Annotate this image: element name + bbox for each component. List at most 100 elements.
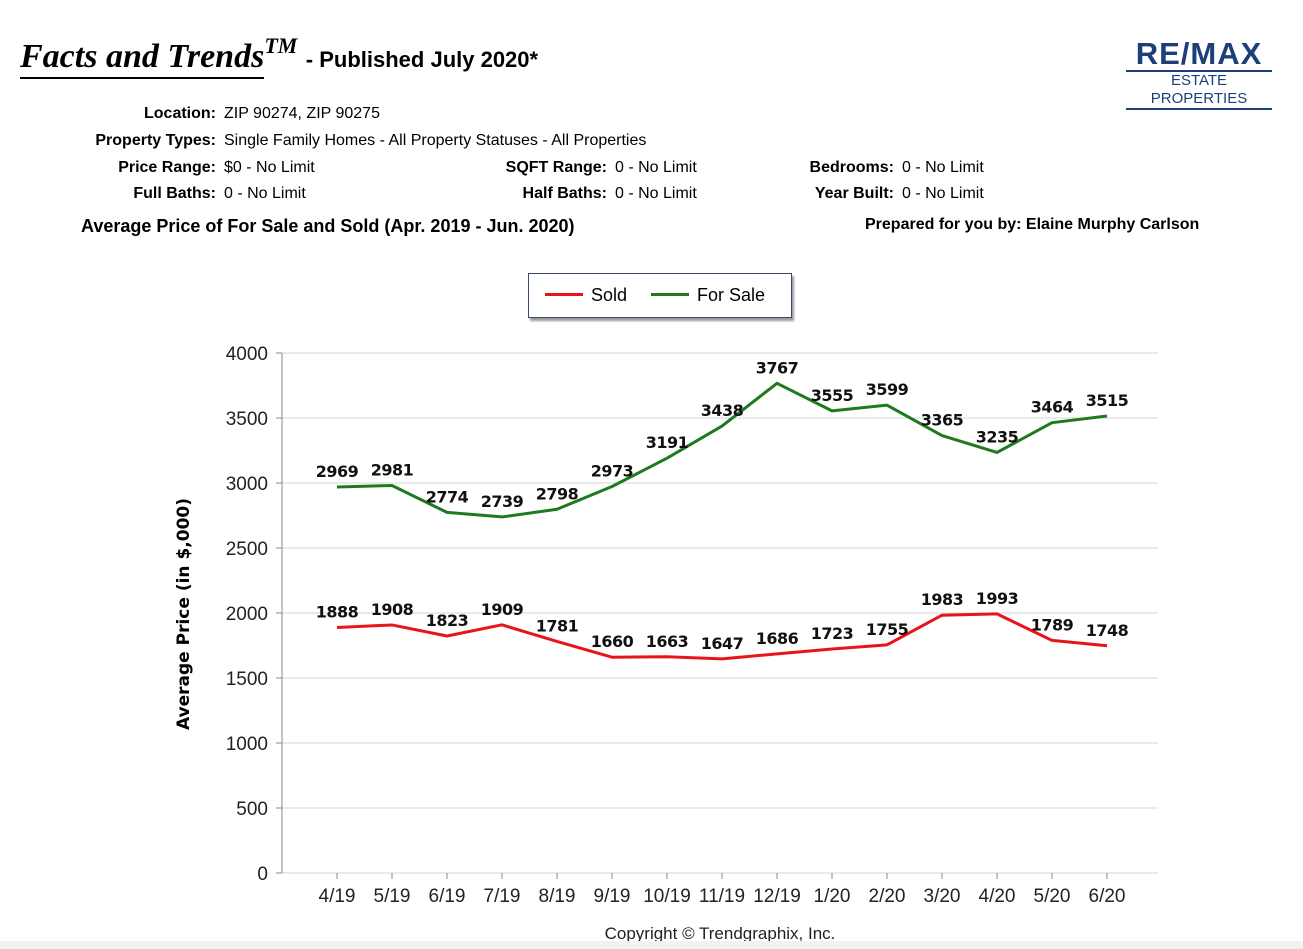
x-tick-label: 4/20 (979, 886, 1016, 907)
criteria-bedrooms: Bedrooms: 0 - No Limit (700, 159, 984, 177)
data-label: 3555 (811, 386, 854, 405)
x-tick-label: 5/20 (1034, 886, 1071, 907)
x-tick-label: 1/20 (814, 886, 851, 907)
year-built-value: 0 - No Limit (902, 185, 984, 202)
series-line-sold (336, 612, 1108, 661)
x-tick-label: 11/19 (699, 886, 745, 907)
logo-office: ESTATE PROPERTIES (1126, 70, 1272, 110)
data-label: 2798 (536, 484, 579, 503)
y-tick-label: 1500 (226, 669, 268, 690)
y-tick-label: 4000 (226, 344, 268, 365)
data-label-layer: 1888 1908 1823 1909 1781 1660 1663 1647 1686 1723… (316, 358, 1129, 653)
x-tick-label: 12/19 (753, 886, 801, 907)
half-baths-label: Half Baths: (522, 185, 607, 202)
price-range-value: $0 - No Limit (224, 159, 315, 176)
data-label: 3599 (866, 380, 909, 399)
sqft-range-label: SQFT Range: (505, 159, 607, 176)
y-tick-label: 2000 (226, 604, 268, 625)
x-tick-label: 4/19 (319, 886, 356, 907)
page-bottom-edge (0, 941, 1303, 949)
data-label: 3767 (756, 358, 799, 377)
x-tick-label: 5/19 (374, 886, 411, 907)
data-label: 1755 (866, 620, 909, 639)
legend-swatch-for-sale (651, 292, 689, 296)
property-types-label: Property Types: (95, 132, 216, 149)
criteria-half-baths: Half Baths: 0 - No Limit (400, 185, 697, 203)
property-types-value: Single Family Homes - All Property Statu… (224, 132, 647, 149)
axis-layer: 0 500 1000 1500 2000 2500 3000 3500 4000 4/19 5/19… (226, 344, 1126, 907)
logo-brand: RE/MAX (1135, 36, 1263, 71)
criteria-property-types: Property Types: Single Family Homes - All… (4, 132, 646, 150)
x-tick-label: 7/19 (484, 886, 521, 907)
criteria-year-built: Year Built: 0 - No Limit (700, 185, 984, 203)
y-tick-label: 3500 (226, 409, 268, 430)
data-label: 3191 (646, 433, 689, 452)
y-tick-label: 2500 (226, 539, 268, 560)
x-tick-label: 8/19 (539, 886, 576, 907)
data-label: 1748 (1086, 621, 1129, 640)
data-label: 1908 (371, 600, 414, 619)
x-tick-label: 10/19 (643, 886, 691, 907)
data-label: 1723 (811, 624, 854, 643)
year-built-label: Year Built: (814, 185, 894, 202)
data-label: 1660 (591, 632, 634, 651)
x-tick-label: 6/20 (1089, 886, 1126, 907)
criteria-full-baths: Full Baths: 0 - No Limit (4, 185, 306, 203)
y-tick-label: 1000 (226, 734, 268, 755)
data-label: 1789 (1031, 615, 1074, 634)
title-main: Facts and Trends (20, 38, 265, 79)
data-label: 1983 (921, 590, 964, 609)
legend-item-sold: Sold (545, 285, 627, 306)
criteria-price-range: Price Range: $0 - No Limit (4, 159, 315, 177)
copyright-footer: Copyright © Trendgraphix, Inc. (605, 924, 836, 943)
x-tick-label: 9/19 (594, 886, 631, 907)
data-label: 2981 (371, 460, 414, 479)
prepared-by: Prepared for you by: Elaine Murphy Carls… (865, 216, 1200, 233)
data-label: 3438 (701, 401, 744, 420)
y-tick-label: 0 (257, 864, 268, 885)
data-label: 1993 (976, 589, 1019, 608)
legend-item-for-sale: For Sale (651, 285, 765, 306)
data-label: 3365 (921, 411, 964, 430)
data-label: 1647 (701, 634, 744, 653)
sqft-range-value: 0 - No Limit (615, 159, 697, 176)
y-tick-label: 500 (236, 799, 268, 820)
data-label: 1909 (481, 600, 524, 619)
full-baths-value: 0 - No Limit (224, 185, 306, 202)
x-tick-label: 6/19 (429, 886, 466, 907)
data-label: 2973 (591, 462, 634, 481)
legend-label-sold: Sold (591, 285, 628, 305)
data-label: 2739 (481, 492, 524, 511)
data-label: 2774 (426, 487, 469, 506)
series-layer (336, 381, 1108, 661)
data-label: 3515 (1086, 391, 1129, 410)
data-label: 1663 (646, 632, 689, 651)
location-label: Location: (144, 105, 216, 122)
grid-layer (282, 352, 1158, 874)
criteria-location: Location: ZIP 90274, ZIP 90275 (4, 105, 380, 123)
data-label: 3235 (976, 427, 1019, 446)
criteria-sqft-range: SQFT Range: 0 - No Limit (400, 159, 697, 177)
x-tick-label: 3/20 (924, 886, 961, 907)
price-range-label: Price Range: (118, 159, 216, 176)
report-title: Facts and TrendsTM - Published July 2020… (20, 33, 539, 79)
data-label: 2969 (316, 462, 359, 481)
data-label: 1686 (756, 629, 799, 648)
data-label: 3464 (1031, 398, 1074, 417)
full-baths-label: Full Baths: (133, 185, 216, 202)
x-tick-label: 2/20 (869, 886, 906, 907)
remax-logo: RE/MAX ESTATE PROPERTIES (1126, 38, 1272, 110)
bedrooms-label: Bedrooms: (809, 159, 894, 176)
chart-section-title: Average Price of For Sale and Sold (Apr.… (81, 216, 575, 236)
legend-swatch-sold (545, 292, 583, 296)
title-subtitle: - Published July 2020* (305, 47, 539, 72)
legend-label-for-sale: For Sale (697, 285, 766, 305)
chart-legend: Sold For Sale (528, 273, 792, 318)
series-line-for-sale (336, 381, 1108, 519)
y-axis-label: Average Price (in $,000) (174, 498, 194, 730)
data-label: 1888 (316, 603, 359, 622)
title-trademark: TM (264, 33, 298, 58)
data-label: 1823 (426, 611, 469, 630)
location-value: ZIP 90274, ZIP 90275 (224, 105, 380, 122)
